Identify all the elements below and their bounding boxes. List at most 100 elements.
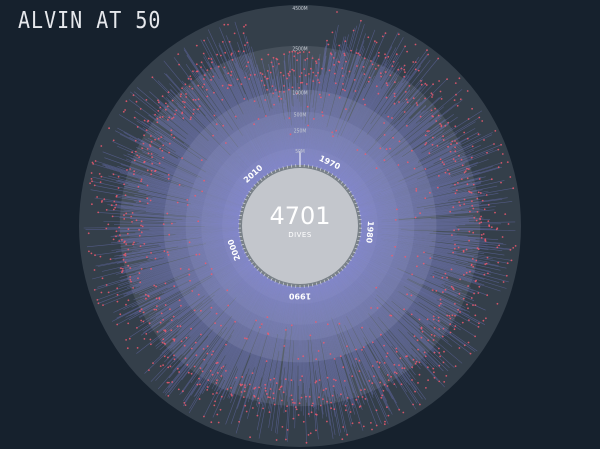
dive-bar xyxy=(360,231,500,246)
dive-bar xyxy=(149,227,240,230)
dive-depth-dot xyxy=(493,143,495,145)
dive-bar xyxy=(135,246,243,288)
dive-bar xyxy=(357,159,489,206)
dive-bar xyxy=(209,71,270,174)
dive-depth-dot xyxy=(322,389,325,391)
dive-bar xyxy=(170,270,260,369)
dive-bar xyxy=(359,240,491,275)
dive-bar xyxy=(217,280,273,392)
dive-bar xyxy=(360,233,503,251)
dive-bar xyxy=(303,77,310,166)
dive-depth-dot xyxy=(406,293,408,296)
dive-bar xyxy=(358,242,466,275)
dive-depth-dot xyxy=(478,178,481,180)
dive-depth-dot xyxy=(361,326,363,329)
dive-depth-dot xyxy=(220,395,223,398)
dive-bar xyxy=(119,172,242,209)
dive-bar xyxy=(335,49,428,177)
dive-depth-dot xyxy=(186,199,189,201)
dive-bar xyxy=(360,207,417,217)
dive-depth-dot xyxy=(110,204,113,207)
year-tick xyxy=(248,258,252,261)
dive-depth-dot xyxy=(159,365,162,367)
year-tick xyxy=(244,251,248,254)
dive-bar xyxy=(323,282,357,360)
dive-bar xyxy=(330,46,406,174)
dive-depth-dot xyxy=(142,311,145,314)
dive-bar xyxy=(207,249,244,265)
dive-bar xyxy=(94,185,241,215)
dive-depth-dot xyxy=(207,57,210,60)
dive-bar xyxy=(318,48,358,169)
dive-bar xyxy=(307,286,319,361)
dive-bar xyxy=(147,148,246,199)
dive-bar xyxy=(244,44,283,168)
dive-bar xyxy=(346,264,432,336)
dive-bar xyxy=(360,221,475,225)
dive-depth-dot xyxy=(190,327,193,330)
dive-depth-dot xyxy=(437,316,440,319)
dive-depth-dot xyxy=(245,65,248,68)
dive-depth-dot xyxy=(432,136,434,139)
dive-depth-dot xyxy=(342,426,345,428)
dive-bar xyxy=(354,151,453,200)
dive-bar xyxy=(165,147,248,196)
dive-depth-dot xyxy=(318,396,320,399)
dive-depth-dot xyxy=(393,383,396,385)
dive-bar xyxy=(233,277,268,330)
dive-depth-dot xyxy=(164,282,167,285)
dive-bar xyxy=(251,284,284,401)
dive-bar xyxy=(182,269,258,346)
dive-bar xyxy=(256,285,286,406)
dive-depth-dot xyxy=(451,140,454,143)
dive-depth-dot xyxy=(488,225,491,228)
dive-depth-dot xyxy=(345,409,347,412)
dive-bar xyxy=(225,282,279,425)
dive-bar xyxy=(155,264,254,347)
dive-depth-dot xyxy=(358,421,360,424)
dive-bar xyxy=(306,286,320,398)
dive-depth-dot xyxy=(411,273,413,276)
dive-depth-dot xyxy=(154,257,157,260)
dive-bar xyxy=(151,171,243,206)
dive-bar xyxy=(303,286,311,384)
dive-depth-dot xyxy=(96,196,98,198)
dive-depth-dot xyxy=(403,68,406,71)
dive-bar xyxy=(146,198,240,216)
dive-bar xyxy=(360,231,454,241)
dive-depth-dot xyxy=(170,329,173,332)
dive-depth-dot xyxy=(298,75,301,78)
dive-bar xyxy=(349,125,441,191)
dive-depth-dot xyxy=(413,167,416,170)
dive-bar xyxy=(165,115,254,188)
dive-bar xyxy=(176,102,258,184)
dive-depth-dot xyxy=(386,84,389,87)
dive-bar xyxy=(334,76,405,177)
dive-depth-dot xyxy=(496,302,499,305)
dive-bar xyxy=(288,86,296,166)
dive-depth-dot xyxy=(405,355,407,358)
dive-bar xyxy=(321,282,369,402)
dive-bar xyxy=(104,157,243,207)
dive-bar xyxy=(136,147,246,200)
dive-bar xyxy=(157,100,255,186)
dive-depth-dot xyxy=(297,52,299,55)
dive-depth-dot xyxy=(424,134,427,137)
dive-depth-dot xyxy=(299,379,302,381)
dive-depth-dot xyxy=(458,347,461,349)
dive-bar xyxy=(86,231,240,248)
dive-depth-dot xyxy=(185,336,188,339)
dive-bar xyxy=(356,248,442,285)
dive-bar xyxy=(149,91,255,186)
dive-bar xyxy=(129,254,247,317)
dive-bar xyxy=(173,269,258,356)
dive-bar xyxy=(313,285,340,398)
dive-depth-dot xyxy=(143,119,146,122)
dive-bar xyxy=(317,284,364,431)
dive-depth-dot xyxy=(371,63,374,66)
dive-bar xyxy=(349,135,426,191)
dive-depth-dot xyxy=(481,120,484,122)
dive-bar xyxy=(190,85,263,179)
dive-depth-dot xyxy=(322,398,324,400)
dive-bar xyxy=(107,204,240,220)
